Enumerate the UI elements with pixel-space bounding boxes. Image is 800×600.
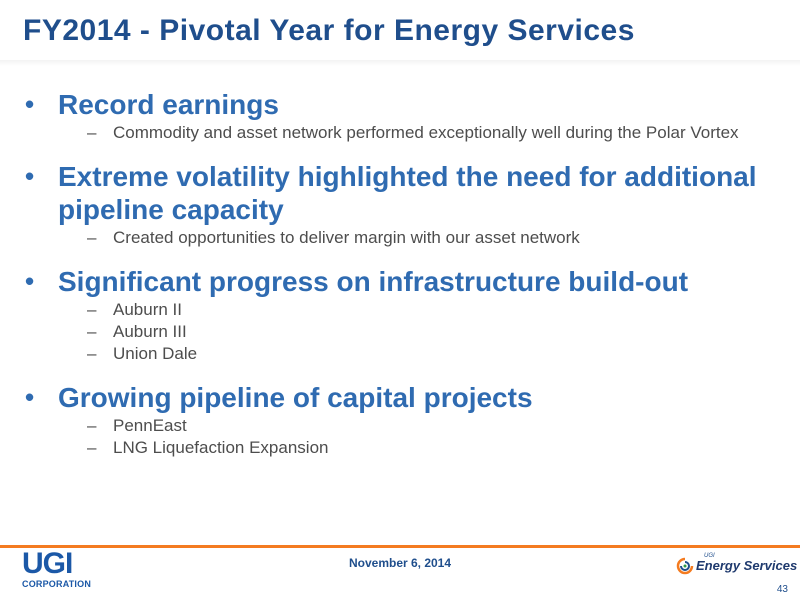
logo-text: Energy Services bbox=[696, 558, 798, 573]
bullet-text: Extreme volatility highlighted the need … bbox=[58, 161, 757, 225]
bullet-text: Growing pipeline of capital projects bbox=[58, 382, 533, 413]
bullet-item: • Extreme volatility highlighted the nee… bbox=[0, 160, 800, 226]
slide-content: • Record earnings – Commodity and asset n… bbox=[0, 88, 800, 459]
slide-title: FY2014 - Pivotal Year for Energy Service… bbox=[23, 14, 635, 47]
ugi-corporation-logo: UGI CORPORATION bbox=[22, 547, 92, 590]
sub-text: Union Dale bbox=[113, 344, 198, 363]
logo-word: UGI bbox=[22, 547, 73, 580]
sub-item: – Union Dale bbox=[0, 343, 800, 365]
page-number: 43 bbox=[776, 584, 788, 595]
sub-text: Created opportunities to deliver margin … bbox=[113, 228, 580, 247]
bullet-item: • Record earnings bbox=[0, 88, 800, 121]
sub-marker: – bbox=[87, 416, 97, 435]
sub-list: – Commodity and asset network performed e… bbox=[0, 122, 800, 144]
sub-list: – PennEast – LNG Liquefaction Expansion bbox=[0, 415, 800, 459]
sub-list: – Created opportunities to deliver margin… bbox=[0, 227, 800, 249]
sub-item: – Auburn II bbox=[0, 299, 800, 321]
footer-rule bbox=[0, 545, 800, 548]
sub-text: Commodity and asset network performed ex… bbox=[113, 123, 739, 142]
sub-text: PennEast bbox=[113, 416, 187, 435]
bullet-text: Significant progress on infrastructure b… bbox=[58, 266, 689, 297]
footer-date: November 6, 2014 bbox=[348, 556, 452, 570]
bullet-item: • Growing pipeline of capital projects bbox=[0, 381, 800, 414]
title-divider bbox=[0, 60, 800, 66]
bullet-marker: • bbox=[25, 89, 35, 119]
bullet-marker: • bbox=[25, 161, 35, 191]
sub-item: – PennEast bbox=[0, 415, 800, 437]
sub-marker: – bbox=[87, 123, 97, 142]
sub-item: – LNG Liquefaction Expansion bbox=[0, 437, 800, 459]
sub-item: – Commodity and asset network performed e… bbox=[0, 122, 800, 144]
sub-marker: – bbox=[87, 322, 97, 341]
energy-services-logo: UGI Energy Services bbox=[676, 553, 797, 577]
swirl-icon bbox=[676, 557, 694, 575]
bullet-text: Record earnings bbox=[58, 89, 279, 120]
bullet-marker: • bbox=[25, 266, 35, 296]
bullet-marker: • bbox=[25, 382, 35, 412]
sub-text: Auburn II bbox=[113, 300, 182, 319]
sub-marker: – bbox=[87, 438, 97, 457]
sub-item: – Auburn III bbox=[0, 321, 800, 343]
bullet-item: • Significant progress on infrastructure… bbox=[0, 265, 800, 298]
sub-list: – Auburn II – Auburn III – Union Dale bbox=[0, 299, 800, 365]
sub-text: LNG Liquefaction Expansion bbox=[113, 438, 329, 457]
sub-marker: – bbox=[87, 344, 97, 363]
sub-marker: – bbox=[87, 228, 97, 247]
sub-marker: – bbox=[87, 300, 97, 319]
sub-item: – Created opportunities to deliver margin… bbox=[0, 227, 800, 249]
logo-subtext: CORPORATION bbox=[22, 579, 92, 589]
sub-text: Auburn III bbox=[113, 322, 187, 341]
logo-small-text: UGI bbox=[704, 553, 715, 559]
